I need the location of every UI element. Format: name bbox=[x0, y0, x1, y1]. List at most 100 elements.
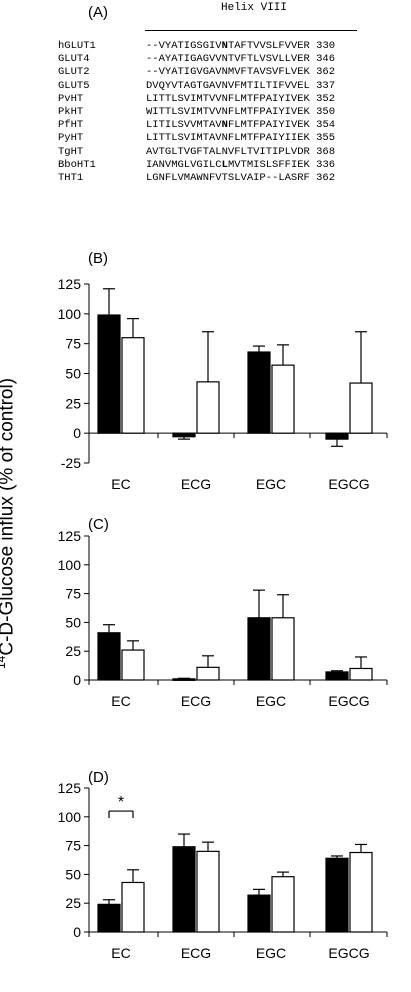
x-tick-label: EGC bbox=[256, 945, 286, 961]
sequence-segment: --VYATIGSGIV bbox=[146, 40, 222, 52]
highlighted-residue: N bbox=[221, 40, 228, 52]
y-tick-label: -25 bbox=[61, 455, 81, 471]
sequence-segment: --AYATIGAGVVNTVFTLVSVLLVER bbox=[146, 53, 310, 66]
y-tick-label: 100 bbox=[58, 306, 82, 322]
y-tick-label: 0 bbox=[73, 672, 81, 688]
bar-filled bbox=[247, 617, 271, 681]
sequence-segment: --VYATIGVGAVNMVFTAVSVFLVEK bbox=[146, 66, 310, 79]
residue-number: 355 bbox=[309, 132, 336, 145]
bar-filled bbox=[97, 314, 121, 434]
sequence-segment: LITTLSVIMTAVNFLMTFPAIYIIEK bbox=[146, 132, 310, 145]
bar-open bbox=[196, 381, 220, 434]
sequence-segment: TAFTVVSLFVVER bbox=[227, 40, 310, 52]
panel-label: (C) bbox=[88, 516, 109, 533]
alignment-row: GLUT4 --AYATIGAGVVNTVFTLVSVLLVER 346 bbox=[58, 53, 335, 66]
y-tick-label: 25 bbox=[65, 395, 81, 411]
alignment-row: hGLUT1 --VYATIGSGIVNTAFTVVSLFVVER 330 bbox=[58, 40, 335, 53]
helix-underline bbox=[145, 30, 357, 31]
highlighted-residue: L bbox=[221, 158, 228, 171]
y-tick-label: 75 bbox=[65, 586, 81, 602]
significance-marker: * bbox=[118, 794, 124, 811]
sequence-alignment: hGLUT1 --VYATIGSGIVNTAFTVVSLFVVER 330 GLUT… bbox=[58, 40, 335, 185]
sequence-segment: LITILSVVMTAV bbox=[146, 119, 222, 132]
alignment-row: GLUT5 DVQYVTAGTGAVNVFMTILTIFVVEL 337 bbox=[58, 80, 335, 93]
bar-open bbox=[196, 850, 220, 933]
highlighted-residue: N bbox=[221, 119, 228, 132]
x-tick-label: ECG bbox=[181, 693, 211, 709]
alignment-row: THT1 LGNFLVMAWNFVTSLVAIP--LASRF 362 bbox=[58, 172, 335, 185]
y-tick-label: 125 bbox=[58, 780, 82, 796]
residue-number: 336 bbox=[309, 158, 336, 171]
sequence-segment: FLMTFPAIYIVEK bbox=[227, 119, 310, 132]
bar-open bbox=[121, 881, 145, 933]
x-tick-label: EGC bbox=[256, 693, 286, 709]
bar-open bbox=[271, 876, 295, 933]
y-tick-label: 100 bbox=[58, 557, 82, 573]
sequence-segment: WITTLSVIMTVVNFLMTFPAIYIVEK bbox=[146, 106, 310, 119]
bar-open bbox=[271, 364, 295, 434]
x-tick-label: EC bbox=[111, 476, 130, 492]
alignment-row: GLUT2 --VYATIGVGAVNMVFTAVSVFLVEK 362 bbox=[58, 66, 335, 79]
residue-number: 330 bbox=[309, 40, 336, 52]
helix-title: Helix VIII bbox=[221, 2, 288, 14]
alignment-row: PvHT LITTLSVIMTVVNFLMTFPAIYIVEK 352 bbox=[58, 93, 335, 106]
bar-filled bbox=[172, 432, 196, 438]
y-tick-label: 100 bbox=[58, 809, 82, 825]
x-tick-label: EC bbox=[111, 945, 130, 961]
sequence-name: TgHT bbox=[58, 145, 84, 158]
sequence-name: PvHT bbox=[58, 92, 84, 105]
x-tick-label: EC bbox=[111, 693, 130, 709]
bar-open bbox=[349, 382, 373, 434]
sequence-name: PyHT bbox=[58, 132, 84, 145]
bar-open bbox=[349, 851, 373, 933]
x-tick-label: ECG bbox=[181, 945, 211, 961]
y-tick-label: 0 bbox=[73, 924, 81, 940]
panel-label: (B) bbox=[88, 250, 108, 267]
bar-open bbox=[271, 617, 295, 681]
bar-filled bbox=[172, 846, 196, 933]
y-tick-label: 25 bbox=[65, 643, 81, 659]
bar-open bbox=[121, 337, 145, 434]
bar-filled bbox=[247, 894, 271, 933]
residue-number: 362 bbox=[309, 172, 336, 185]
alignment-row: BboHT1 IANVMGLVGILCLMVTMISLSFFIEK 336 bbox=[58, 159, 335, 172]
residue-number: 352 bbox=[309, 92, 336, 105]
residue-number: 346 bbox=[309, 53, 336, 66]
bar-filled bbox=[97, 903, 121, 933]
bar-filled bbox=[247, 351, 271, 434]
residue-number: 350 bbox=[309, 106, 336, 119]
sequence-segment: AVTGLTVGFTALNVFLTVITIPLVDR bbox=[146, 145, 310, 158]
panel-label: (D) bbox=[88, 769, 109, 786]
sequence-name: PfHT bbox=[58, 119, 84, 132]
x-tick-label: EGCG bbox=[328, 476, 369, 492]
bar-filled bbox=[172, 678, 196, 681]
x-tick-label: EGCG bbox=[328, 693, 369, 709]
sequence-segment: LITTLSVIMTVVNFLMTFPAIYIVEK bbox=[146, 92, 310, 105]
sequence-segment: IANVMGLVGILC bbox=[146, 158, 222, 171]
bar-open bbox=[196, 666, 220, 681]
bar-open bbox=[121, 649, 145, 681]
sequence-name: GLUT4 bbox=[58, 53, 90, 66]
sequence-name: THT1 bbox=[58, 172, 84, 185]
bar-open bbox=[349, 667, 373, 681]
sequence-segment: MVTMISLSFFIEK bbox=[227, 158, 310, 171]
residue-number: 354 bbox=[309, 119, 336, 132]
residue-number: 362 bbox=[309, 66, 336, 79]
bar-filled bbox=[325, 671, 349, 681]
bar-filled bbox=[97, 632, 121, 681]
bar-filled bbox=[325, 432, 349, 440]
alignment-row: PkHT WITTLSVIMTVVNFLMTFPAIYIVEK 350 bbox=[58, 106, 335, 119]
sequence-segment: LGNFLVMAWNFVTSLVAIP--LASRF bbox=[146, 172, 310, 185]
y-tick-label: 75 bbox=[65, 336, 81, 352]
y-tick-label: 75 bbox=[65, 838, 81, 854]
residue-number: 337 bbox=[309, 79, 336, 92]
sequence-name: BboHT1 bbox=[58, 158, 96, 171]
alignment-row: PyHT LITTLSVIMTAVNFLMTFPAIYIIEK 355 bbox=[58, 132, 335, 145]
residue-number: 368 bbox=[309, 145, 336, 158]
sequence-name: PkHT bbox=[58, 106, 84, 119]
sequence-name: GLUT2 bbox=[58, 66, 90, 79]
x-tick-label: ECG bbox=[181, 476, 211, 492]
y-tick-label: 125 bbox=[58, 528, 82, 544]
y-tick-label: 25 bbox=[65, 895, 81, 911]
